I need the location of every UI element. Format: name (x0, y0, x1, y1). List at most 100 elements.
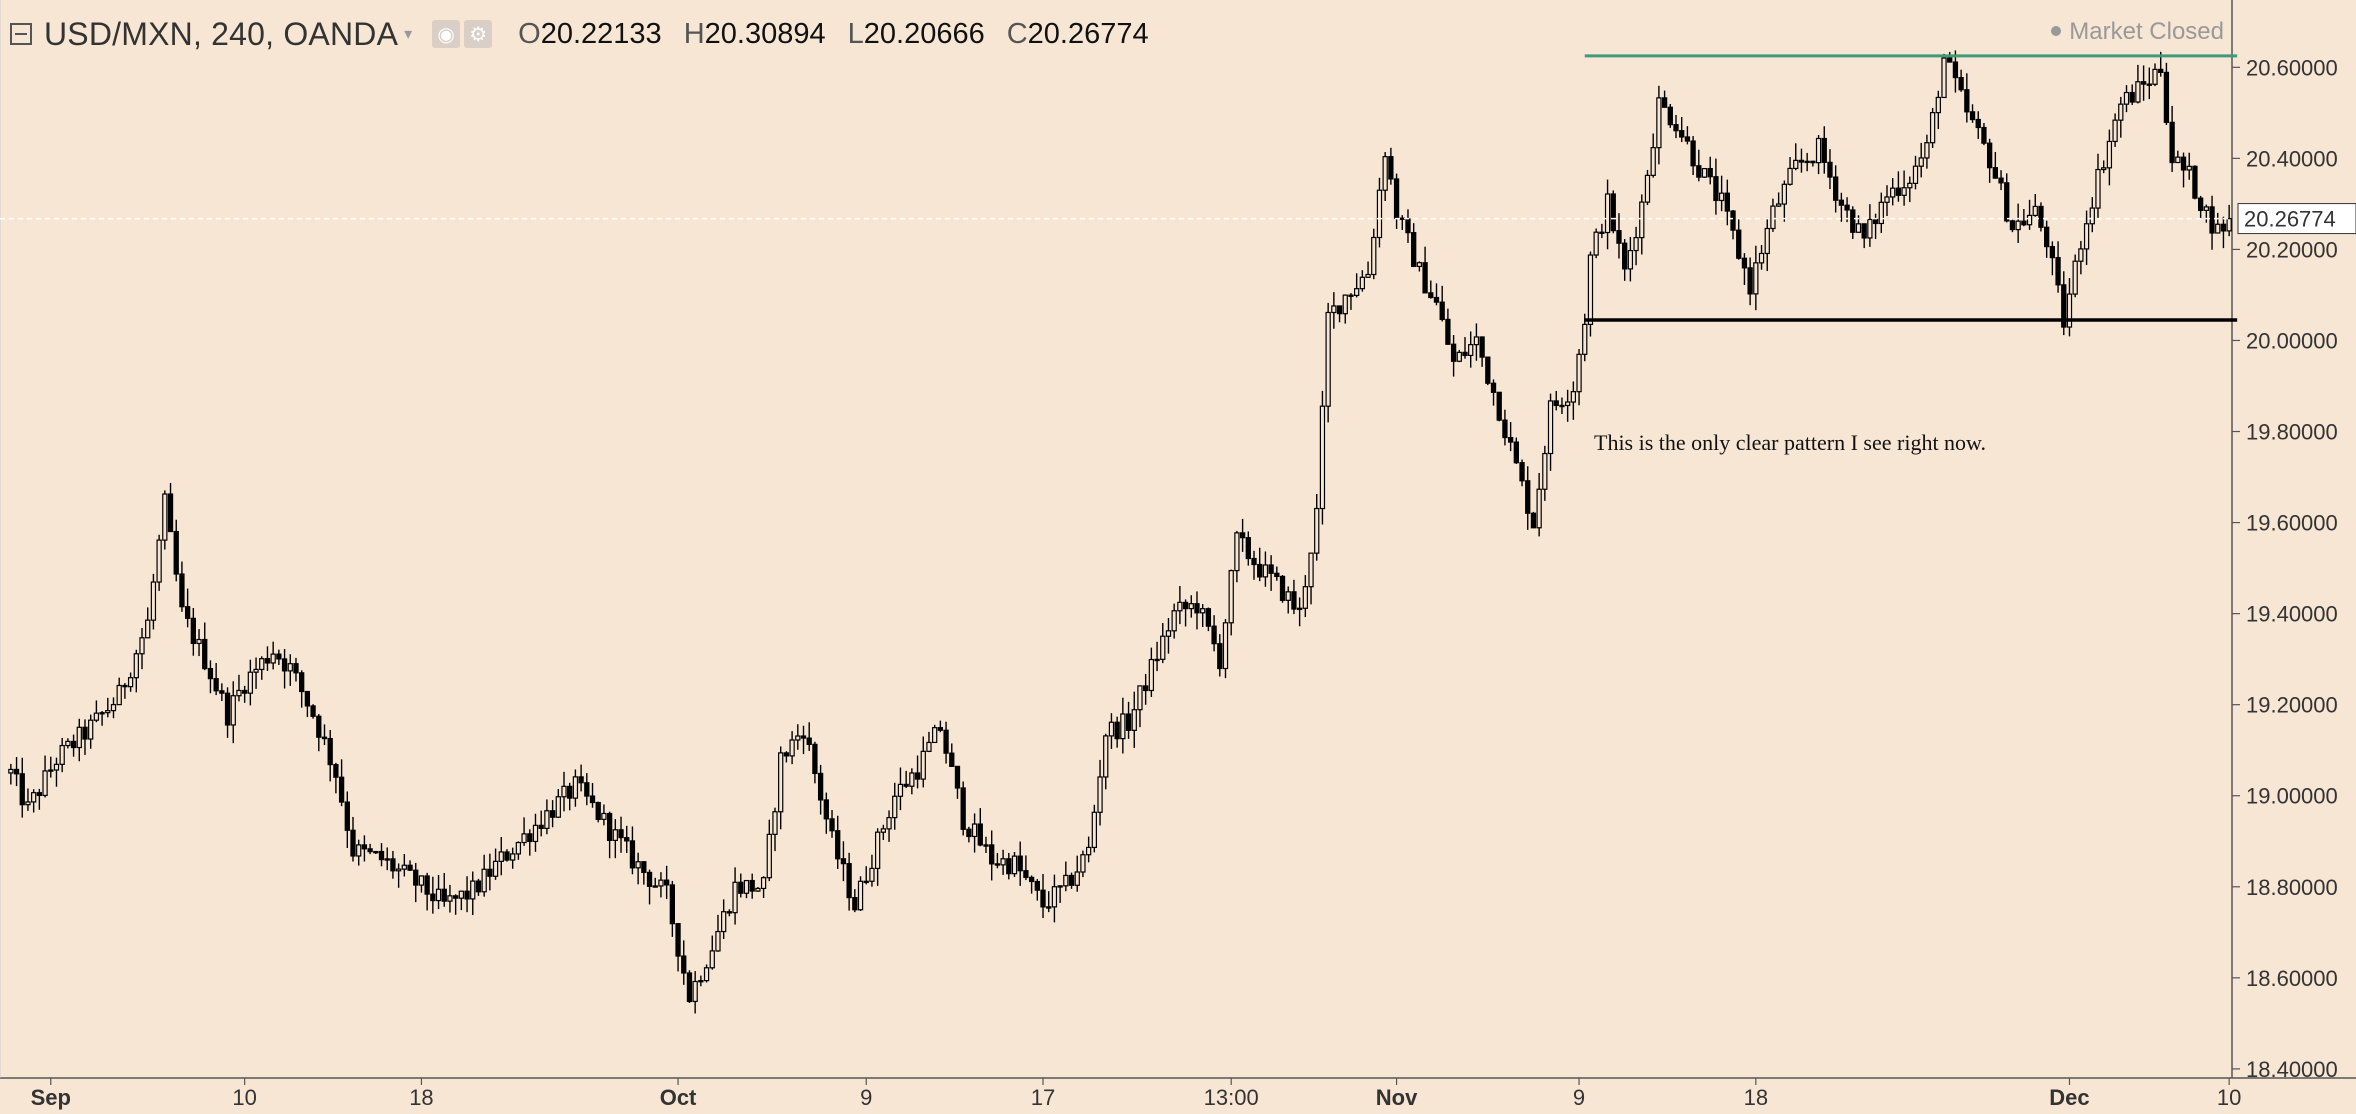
chart-annotation[interactable]: This is the only clear pattern I see rig… (1594, 430, 1987, 455)
candle-body (2112, 119, 2118, 143)
candle-body (1103, 735, 1109, 778)
candle-body (219, 690, 225, 694)
candle-body (874, 831, 881, 870)
collapse-icon[interactable] (10, 23, 32, 45)
candle-body (1998, 177, 2004, 184)
candle-body (937, 727, 944, 731)
candle-body (1200, 608, 1206, 614)
candle-body (567, 785, 573, 799)
chevron-down-icon[interactable]: ▾ (404, 26, 413, 43)
price-tick-label: 20.20000 (2246, 237, 2338, 262)
candle-body (1296, 607, 1303, 611)
candle-body (2226, 217, 2232, 232)
candle-body (259, 658, 265, 671)
candle-body (1114, 721, 1120, 740)
candle-body (127, 677, 134, 688)
candle-body (1154, 658, 1160, 662)
candle-body (606, 812, 613, 842)
candle-body (1753, 262, 1759, 295)
candle-body (65, 740, 71, 747)
candle-body (1969, 111, 1976, 121)
candle-body (646, 871, 653, 887)
candle-body (1564, 401, 1571, 407)
candle-body (549, 810, 556, 818)
candle-body (1063, 874, 1069, 887)
eye-icon[interactable]: ◉ (432, 20, 461, 48)
candle-body (663, 879, 670, 886)
candle-body (515, 841, 522, 855)
candle-body (2083, 223, 2090, 250)
candle-body (852, 897, 858, 911)
candle-body (1051, 886, 1058, 908)
candle-body (1633, 236, 1639, 252)
candle-body (407, 864, 413, 871)
candle-body (1205, 608, 1212, 627)
candle-body (1679, 130, 1685, 138)
candle-body (1468, 344, 1474, 357)
candle-body (1599, 231, 1605, 235)
candle-body (1211, 625, 1217, 645)
candle-body (2192, 165, 2198, 199)
candle-body (390, 858, 396, 872)
candle-body (743, 879, 750, 894)
candle-body (1160, 635, 1166, 660)
time-axis[interactable]: Sep 10 18 Oct 9 17 13:00 Nov 9 18 Dec 10 (31, 1078, 2242, 1110)
candle-body (173, 530, 179, 575)
candle-body (1097, 776, 1103, 813)
candle-body (789, 739, 795, 757)
candle-body (561, 785, 567, 798)
candle-body (1627, 249, 1634, 270)
candle-body (1023, 870, 1029, 878)
candle-body (373, 850, 379, 854)
symbol-title[interactable]: USD/MXN, 240, OANDA (44, 15, 399, 52)
candle-body (709, 950, 715, 969)
candle-body (1148, 658, 1155, 692)
candle-body (19, 773, 25, 806)
candle-body (1268, 564, 1274, 574)
candle-body (1188, 603, 1194, 610)
candle-body (1171, 610, 1177, 632)
price-tick-label: 20.00000 (2246, 328, 2338, 353)
candle-body (2220, 223, 2227, 232)
candle-body (2044, 226, 2050, 248)
candle-body (190, 617, 196, 645)
candle-body (1336, 305, 1343, 315)
candle-body (812, 743, 818, 775)
candle-body (1827, 161, 1833, 178)
open-value: O20.22133 (518, 17, 662, 50)
candle-body (669, 884, 676, 925)
time-tick-label: Dec (2049, 1085, 2089, 1110)
current-price-badge (2237, 203, 2356, 235)
candle-body (715, 930, 721, 952)
candle-body (1279, 575, 1286, 601)
candle-body (675, 923, 681, 957)
candle-body (1684, 136, 1691, 142)
price-axis[interactable]: 20.60000 20.40000 20.20000 20.00000 19.80000… (2232, 55, 2356, 1082)
candle-body (504, 851, 510, 861)
candle-body (840, 858, 847, 865)
candle-body (1411, 232, 1417, 268)
candle-body (2061, 284, 2067, 328)
candle-body (755, 887, 761, 892)
candle-body (1610, 193, 1616, 232)
candle-body (350, 829, 356, 857)
candle-body (1661, 97, 1668, 108)
candle-body (1376, 189, 1383, 239)
candle-body (1530, 512, 1537, 529)
candle-body (1428, 292, 1434, 299)
gear-icon[interactable]: ⚙ (464, 20, 493, 48)
candle-body (857, 880, 864, 911)
candle-body (487, 868, 493, 877)
candle-body (538, 824, 544, 829)
candle-body (1547, 400, 1554, 455)
candle-body (1182, 601, 1189, 610)
candle-body (287, 663, 293, 672)
candle-body (1992, 167, 1998, 179)
candle-body (949, 752, 955, 767)
candle-body (943, 729, 949, 754)
candle-body (589, 795, 596, 804)
price-tick-label: 19.40000 (2246, 602, 2338, 627)
candle-body (2004, 182, 2010, 222)
candle-body (53, 763, 60, 771)
